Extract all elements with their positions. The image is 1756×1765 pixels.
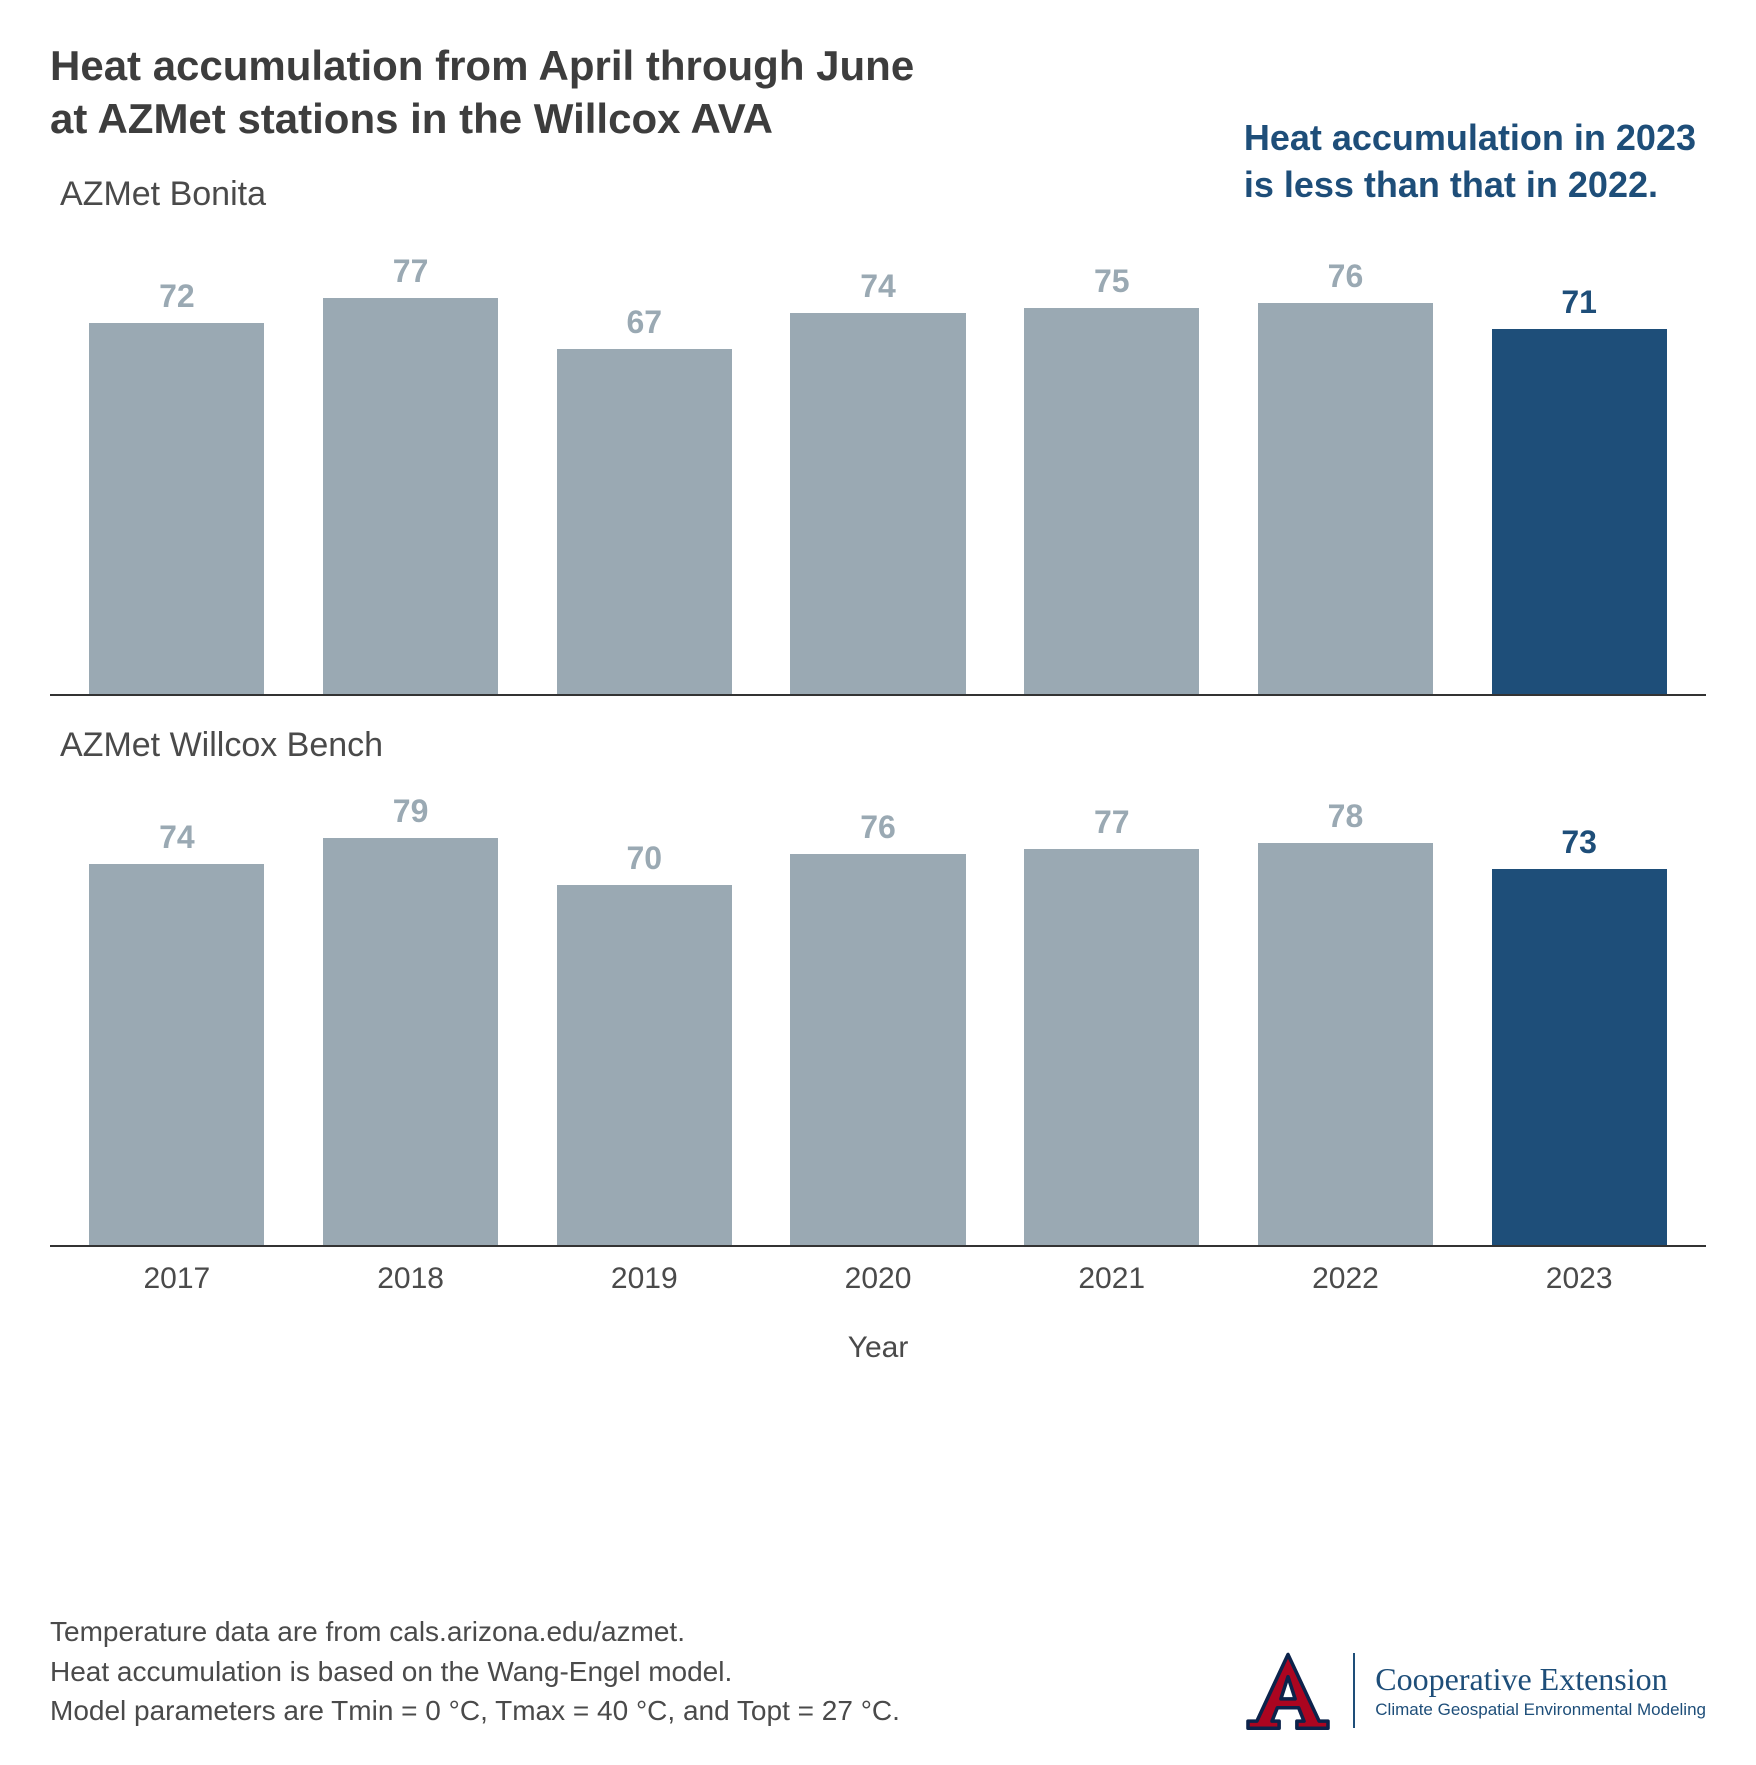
bar-group: 77	[294, 226, 528, 694]
chart-panel: AZMet Willcox Bench747970767778732017201…	[50, 726, 1706, 1365]
x-axis: 2017201820192020202120222023	[50, 1247, 1706, 1296]
bar-group: 74	[60, 777, 294, 1245]
chart-area: 74 79 70 76 77 78 73	[50, 777, 1706, 1247]
extension-subtitle: Climate Geospatial Environmental Modelin…	[1375, 1700, 1706, 1720]
x-tick-label: 2020	[761, 1262, 995, 1296]
bar-value-label: 72	[159, 278, 195, 315]
bar-group: 79	[294, 777, 528, 1245]
bar-value-label: 78	[1328, 798, 1364, 835]
bar	[1258, 843, 1433, 1245]
x-axis-title: Year	[50, 1331, 1706, 1365]
bar-group: 67	[527, 226, 761, 694]
x-tick-label: 2019	[527, 1262, 761, 1296]
bar-value-label: 79	[393, 793, 429, 830]
bar	[1024, 849, 1199, 1245]
chart-panel: AZMet Bonita72776774757671	[50, 175, 1706, 696]
bar-group: 78	[1229, 777, 1463, 1245]
bar-group: 73	[1462, 777, 1696, 1245]
bar-group: 70	[527, 777, 761, 1245]
bar-group: 74	[761, 226, 995, 694]
bar	[1024, 308, 1199, 694]
x-tick-label: 2023	[1462, 1262, 1696, 1296]
bar-value-label: 75	[1094, 263, 1130, 300]
x-tick-label: 2021	[995, 1262, 1229, 1296]
chart-area: 72 77 67 74 75 76 71	[50, 226, 1706, 696]
x-tick-label: 2022	[1229, 1262, 1463, 1296]
callout-line-2: is less than that in 2022.	[1244, 164, 1658, 205]
bar	[1492, 329, 1667, 695]
bar	[557, 885, 732, 1245]
title-line-2: at AZMet stations in the Willcox AVA	[50, 95, 773, 142]
bar	[790, 313, 965, 694]
footnote-3: Model parameters are Tmin = 0 °C, Tmax =…	[50, 1691, 900, 1730]
bar-value-label: 73	[1561, 824, 1597, 861]
footer: Temperature data are from cals.arizona.e…	[50, 1612, 1706, 1730]
bar	[1258, 303, 1433, 694]
chart-panels-container: AZMet Bonita72776774757671AZMet Willcox …	[50, 175, 1706, 1365]
bar-value-label: 77	[393, 253, 429, 290]
x-tick-label: 2017	[60, 1262, 294, 1296]
x-tick-label: 2018	[294, 1262, 528, 1296]
bar-group: 75	[995, 226, 1229, 694]
extension-text: Cooperative Extension Climate Geospatial…	[1375, 1661, 1706, 1720]
bar	[323, 838, 498, 1245]
ua-logo-icon	[1243, 1650, 1333, 1730]
bar-value-label: 71	[1561, 284, 1597, 321]
bar	[89, 864, 264, 1245]
bar-value-label: 74	[159, 819, 195, 856]
panel-title: AZMet Willcox Bench	[50, 726, 1706, 765]
bar-group: 76	[761, 777, 995, 1245]
title-line-1: Heat accumulation from April through Jun…	[50, 42, 914, 89]
bar	[790, 854, 965, 1245]
bar-group: 77	[995, 777, 1229, 1245]
callout-line-1: Heat accumulation in 2023	[1244, 117, 1696, 158]
extension-title: Cooperative Extension	[1375, 1661, 1706, 1698]
bar-value-label: 76	[860, 809, 896, 846]
bar-value-label: 70	[627, 840, 663, 877]
footnote-1: Temperature data are from cals.arizona.e…	[50, 1612, 900, 1651]
callout-annotation: Heat accumulation in 2023 is less than t…	[1244, 115, 1696, 209]
bar	[323, 298, 498, 694]
bar	[557, 349, 732, 694]
logo-divider	[1353, 1653, 1355, 1728]
bar	[1492, 869, 1667, 1245]
bar-group: 76	[1229, 226, 1463, 694]
bar-group: 71	[1462, 226, 1696, 694]
logo-block: Cooperative Extension Climate Geospatial…	[1243, 1650, 1706, 1730]
bar-value-label: 74	[860, 268, 896, 305]
bar-value-label: 77	[1094, 804, 1130, 841]
bar-value-label: 67	[627, 304, 663, 341]
bar	[89, 323, 264, 694]
footnotes: Temperature data are from cals.arizona.e…	[50, 1612, 900, 1730]
bar-group: 72	[60, 226, 294, 694]
bar-value-label: 76	[1328, 258, 1364, 295]
footnote-2: Heat accumulation is based on the Wang-E…	[50, 1652, 900, 1691]
